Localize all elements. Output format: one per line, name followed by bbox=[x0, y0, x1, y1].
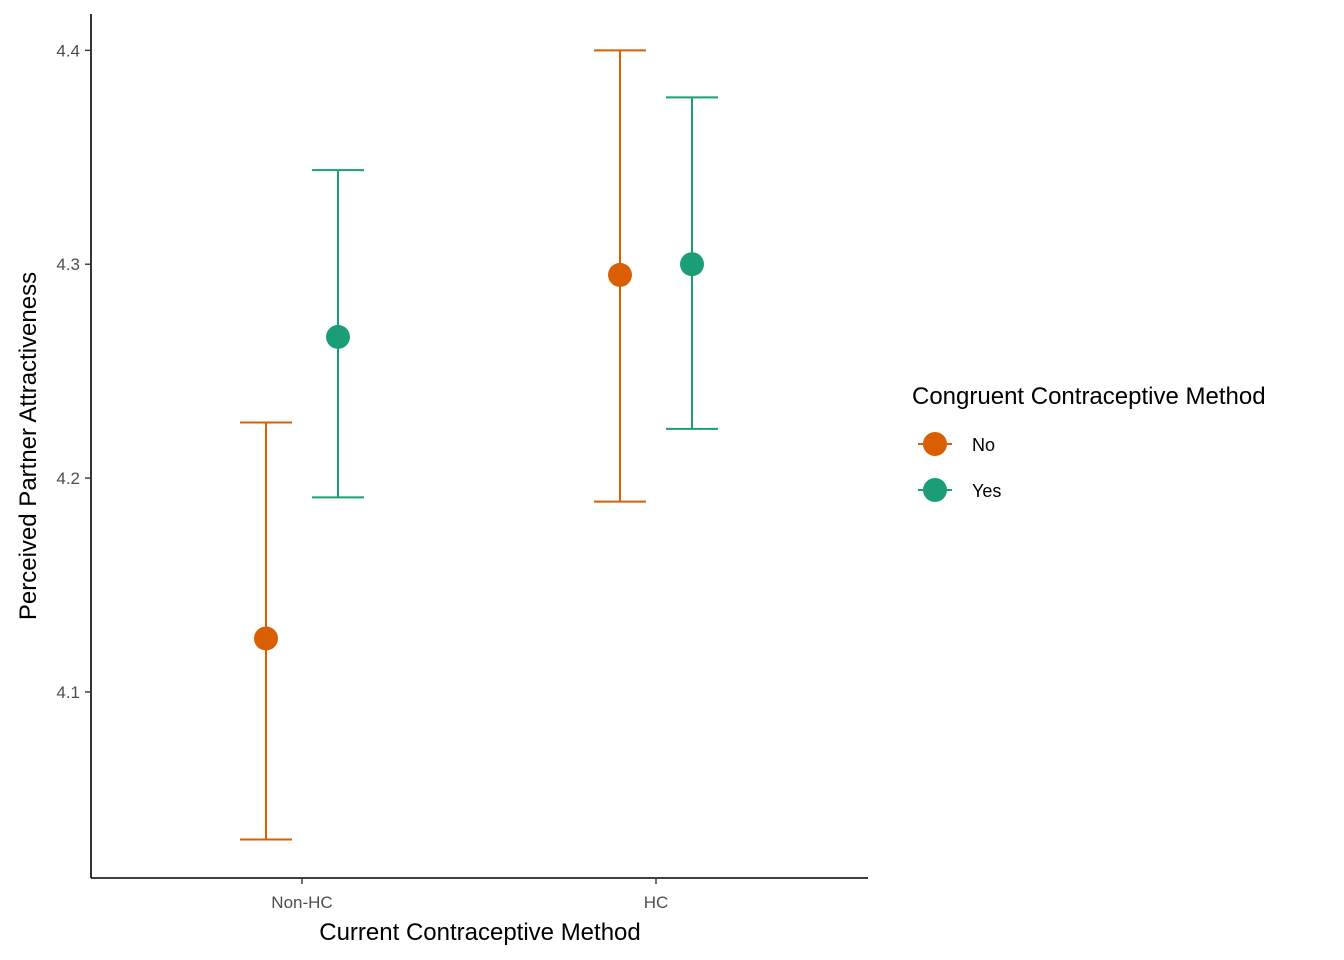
legend: Congruent Contraceptive Method No Yes bbox=[912, 383, 1266, 502]
legend-item-yes: Yes bbox=[918, 478, 1001, 502]
y-axis: 4.1 4.2 4.3 4.4 bbox=[56, 14, 92, 878]
x-tick-label: Non-HC bbox=[271, 893, 332, 912]
y-axis-title: Perceived Partner Attractiveness bbox=[15, 272, 42, 620]
y-tick-label: 4.2 bbox=[56, 469, 80, 488]
y-tick-label: 4.1 bbox=[56, 683, 80, 702]
point-yes-non-hc bbox=[326, 324, 350, 349]
point-no-hc bbox=[608, 262, 632, 287]
point-yes-hc bbox=[680, 252, 704, 277]
errorbar-no-non-hc bbox=[240, 421, 292, 841]
x-tick-label: HC bbox=[644, 893, 669, 912]
x-axis: Non-HC HC bbox=[91, 877, 868, 912]
x-axis-title: Current Contraceptive Method bbox=[319, 919, 641, 946]
legend-item-no: No bbox=[918, 432, 995, 456]
point-no-non-hc bbox=[254, 626, 278, 651]
y-tick-label: 4.3 bbox=[56, 255, 80, 274]
legend-key-point bbox=[923, 432, 947, 456]
legend-label: No bbox=[972, 435, 995, 455]
errorbar-yes-non-hc bbox=[312, 169, 364, 499]
plot-area bbox=[240, 49, 718, 841]
errorbar-no-hc bbox=[594, 49, 646, 503]
legend-label: Yes bbox=[972, 481, 1001, 501]
legend-key-point bbox=[923, 478, 947, 502]
y-tick-label: 4.4 bbox=[56, 41, 80, 60]
legend-title: Congruent Contraceptive Method bbox=[912, 383, 1266, 410]
errorbar-yes-hc bbox=[666, 96, 718, 430]
